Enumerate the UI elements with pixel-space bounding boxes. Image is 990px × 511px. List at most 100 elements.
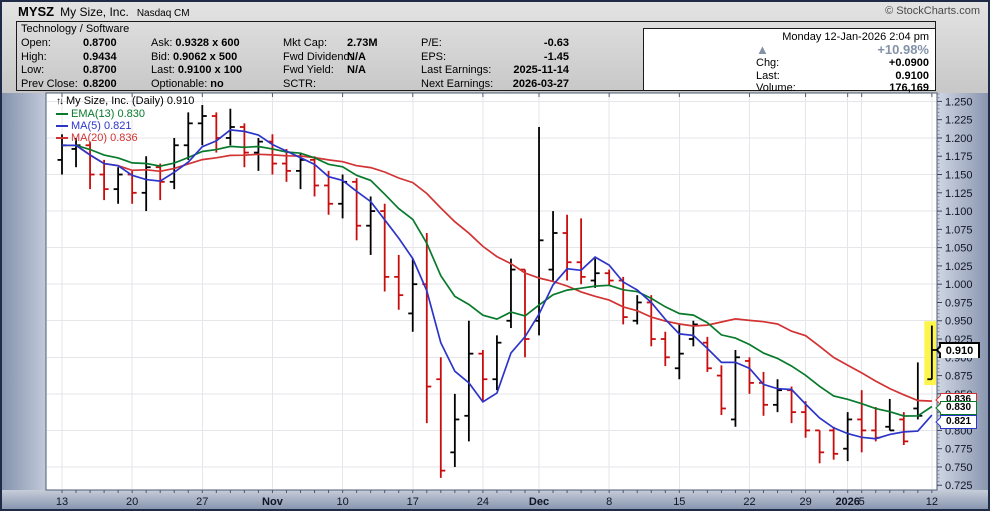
y-axis-label: 1.150	[945, 170, 973, 182]
x-axis-band	[0, 490, 990, 511]
x-axis-label: 8	[606, 496, 612, 508]
x-axis-label: 17	[407, 496, 419, 508]
ohlc-bar	[324, 170, 334, 215]
low-value: 0.8700	[83, 64, 117, 76]
ohlc-bar	[197, 105, 207, 146]
ma20-line	[62, 144, 932, 402]
eps-label: EPS:	[421, 50, 447, 63]
ohlc-bar	[492, 335, 502, 391]
ohlc-bar	[225, 108, 235, 146]
mktcap-value: 2.73M	[347, 37, 378, 49]
open-label: Open:	[21, 37, 51, 49]
ohlc-bar	[576, 218, 586, 285]
ohlc-bar	[632, 295, 642, 325]
last-trade-value: 0.9100 x 100	[177, 64, 243, 76]
sctr-label: SCTR:	[283, 77, 316, 90]
company-name: My Size, Inc.	[60, 5, 129, 19]
ohlc-bar	[380, 203, 390, 292]
volume-value: 176,169	[889, 82, 929, 95]
pe-value: -0.63	[543, 37, 569, 49]
chg-value: +0.0900	[888, 57, 929, 70]
ema13-price-callout: 0.830	[934, 401, 977, 415]
y-axis-label: 0.775	[945, 444, 973, 456]
y-axis-label: 0.950	[945, 316, 973, 328]
x-axis-label: 27	[196, 496, 208, 508]
y-axis-label: 0.875	[945, 371, 973, 383]
x-axis-label: 29	[799, 496, 811, 508]
y-axis-label: 0.725	[945, 480, 973, 492]
x-axis-label: 22	[743, 496, 755, 508]
y-axis-label: 1.025	[945, 261, 973, 273]
next-earnings-value: 2026-03-27	[512, 77, 569, 90]
ohlc-bar	[716, 365, 726, 416]
x-axis-label: 13	[56, 496, 68, 508]
ohlc-bar	[464, 320, 474, 442]
ask-label: Ask:	[151, 37, 173, 49]
y-axis-label: 1.250	[945, 96, 973, 108]
last-label: Last:	[756, 69, 780, 82]
last-earnings-label: Last Earnings:	[421, 64, 492, 76]
ohlc-bar	[281, 148, 291, 182]
ohlc-bar	[310, 156, 320, 197]
x-axis-label: 10	[336, 496, 348, 508]
ohlc-bar	[99, 159, 109, 201]
ohlc-bar	[660, 331, 670, 367]
y-axis-label: 1.175	[945, 151, 973, 163]
bid-value: 0.9062 x 500	[172, 50, 238, 63]
chart-title-text: My Size, Inc. (Daily) 0.910	[66, 95, 195, 107]
last-price-callout: 0.910	[934, 342, 980, 358]
sector-industry: Technology / Software	[21, 23, 130, 35]
ohlc-bar	[506, 258, 516, 329]
ma20-swatch	[56, 137, 68, 140]
x-axis-label: 5	[859, 496, 865, 508]
prev-close-value: 0.8200	[83, 77, 117, 90]
ohlc-bar	[744, 357, 754, 394]
high-value: 0.9434	[83, 50, 117, 63]
last-value: 0.9100	[895, 69, 929, 82]
y-axis-label: 1.125	[945, 188, 973, 200]
last-bar-highlight	[924, 321, 936, 386]
mktcap-label: Mkt Cap:	[283, 37, 328, 49]
ohlc-bar	[688, 320, 698, 347]
ohlc-bar	[113, 167, 123, 204]
legend-ema13: EMA(13) 0.830	[56, 108, 145, 120]
eps-value: -1.45	[543, 50, 569, 63]
ohlc-bar	[183, 112, 193, 160]
ohlc-bar	[702, 336, 712, 372]
ohlc-bar	[829, 426, 839, 460]
fwd-yield-value: N/A	[347, 64, 366, 76]
ohlc-bar	[548, 211, 558, 281]
fwd-dividend-label: Fwd Dividend:	[283, 50, 353, 63]
fwd-dividend-value: N/A	[347, 50, 366, 63]
plot-background	[45, 92, 938, 491]
ohlc-bar	[815, 429, 825, 464]
quote-col-bidask: Ask: 0.9328 x 600 Bid: 0.9062 x 500 Last: 0…	[151, 37, 242, 91]
chg-label: Chg:	[756, 57, 780, 70]
optionable-label: Optionable:	[151, 77, 208, 90]
plot-left-margin	[0, 93, 46, 490]
quote-header: MYSZ My Size, Inc. Nasdaq CM © StockCharts…	[0, 0, 990, 95]
ma5-price-callout: 0.821	[934, 415, 977, 429]
ohlc-bar	[857, 390, 867, 453]
ohlc-bar	[773, 379, 783, 413]
quote-panel: Technology / Software Open: 0.8700 High: 0…	[16, 21, 936, 91]
pe-label: P/E:	[421, 37, 442, 49]
stockcharts-copyright-link[interactable]: © StockCharts.com	[885, 5, 980, 17]
next-earnings-label: Next Earnings:	[421, 77, 494, 90]
legend-ma20: MA(20) 0.836	[56, 132, 138, 144]
ohlc-bar	[436, 357, 446, 478]
x-axis-label: 12	[926, 496, 938, 508]
symbol-row: MYSZ My Size, Inc. Nasdaq CM	[18, 4, 190, 19]
optionable-value: no	[210, 77, 224, 90]
percent-change: +10.98%	[877, 42, 929, 58]
ohlc-bar	[899, 412, 909, 446]
fwd-yield-label: Fwd Yield:	[283, 64, 334, 76]
ohlc-bar	[843, 412, 853, 462]
status-panel: Monday 12-Jan-2026 2:04 pm ▲ +10.98% Chg…	[643, 28, 936, 95]
x-axis-label: 15	[673, 496, 685, 508]
high-label: High:	[21, 50, 47, 63]
y-axis-label: 1.200	[945, 133, 973, 145]
up-arrow-icon: ▲	[756, 42, 769, 58]
bid-label: Bid:	[151, 50, 170, 63]
